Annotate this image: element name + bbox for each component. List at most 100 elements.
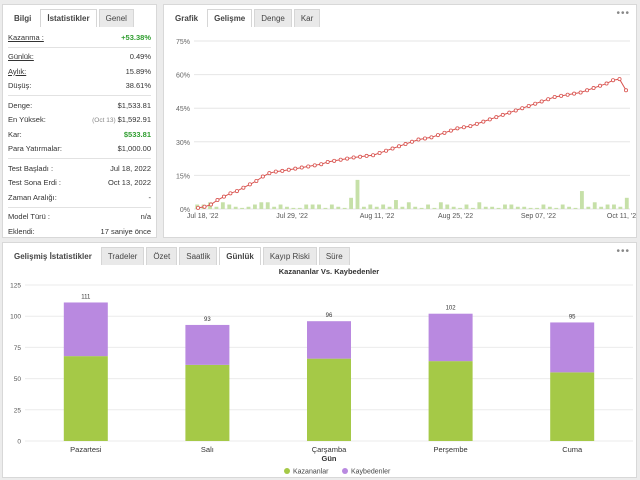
tab-ozet[interactable]: Özet	[146, 247, 178, 265]
growth-point	[572, 91, 577, 96]
y-tick-label: 60%	[176, 73, 190, 80]
tab-gunluk[interactable]: Günlük	[219, 247, 261, 265]
volume-bar	[522, 206, 527, 209]
volume-bar	[400, 206, 405, 209]
volume-bar	[605, 204, 610, 209]
growth-point	[345, 156, 350, 161]
tab-istatistikler[interactable]: İstatistikler	[40, 9, 97, 27]
tab-saatlik[interactable]: Saatlik	[179, 247, 218, 265]
tab-bilgi[interactable]: Bilgi	[7, 9, 39, 27]
volume-bar	[278, 204, 283, 209]
stat-label[interactable]: Günlük:	[8, 52, 34, 62]
growth-point	[448, 128, 453, 133]
volume-bar	[413, 206, 418, 209]
volume-bar	[272, 206, 277, 209]
growth-tabs: Grafik Gelişme Denge Kar	[164, 5, 636, 27]
volume-bar	[285, 206, 289, 209]
volume-bar	[329, 204, 334, 209]
bar-losers	[63, 302, 108, 357]
volume-bar	[252, 204, 257, 209]
growth-point	[533, 101, 538, 106]
growth-point	[332, 158, 337, 163]
chart-title: Kazananlar Vs. Kaybedenler	[279, 267, 380, 276]
growth-point	[196, 205, 201, 210]
divider	[8, 206, 151, 208]
x-tick-label: Sep 07, '22	[521, 213, 556, 220]
stat-value-wrap: $1,000.00	[118, 144, 151, 153]
stat-label: Eklendi:	[8, 226, 35, 236]
volume-bar	[361, 206, 366, 209]
volume-bar	[374, 206, 379, 209]
volume-bar	[477, 202, 482, 209]
growth-point	[481, 119, 486, 124]
volume-bar	[368, 204, 373, 209]
stat-row: Kar: $533.81	[3, 127, 156, 142]
more-options-icon[interactable]: •••	[616, 246, 630, 257]
legend-marker	[284, 468, 290, 474]
growth-point	[604, 81, 609, 86]
bar-winners	[307, 358, 351, 441]
x-tick-label: Çarşamba	[312, 445, 347, 454]
tab-kayip-riski[interactable]: Kayıp Riski	[262, 247, 317, 265]
stat-label: En Yüksek:	[8, 115, 46, 125]
volume-bar	[438, 202, 443, 209]
tab-genel[interactable]: Genel	[98, 9, 134, 27]
volume-bar	[349, 197, 354, 209]
growth-point	[390, 146, 395, 151]
total-label: 96	[326, 313, 333, 319]
stat-label[interactable]: Aylık:	[8, 66, 27, 76]
volume-bar	[297, 207, 302, 209]
volume-bar	[503, 204, 507, 209]
growth-point	[325, 159, 330, 164]
x-tick-label: Perşembe	[434, 445, 468, 454]
divider	[8, 95, 151, 96]
y-tick-label: 30%	[176, 140, 190, 147]
stat-value-wrap: $1,533.81	[118, 101, 151, 110]
volume-bar	[624, 197, 629, 209]
stat-label[interactable]: Kazanma :	[8, 32, 44, 42]
y-tick-label: 100	[10, 314, 21, 321]
stat-value: 15.89%	[125, 66, 151, 76]
volume-bar	[419, 207, 424, 209]
tab-gelisme[interactable]: Gelişme	[207, 9, 253, 27]
volume-bar	[394, 200, 398, 209]
volume-bar	[342, 207, 347, 209]
growth-point	[377, 151, 382, 156]
volume-bar	[612, 204, 616, 209]
volume-bar	[445, 204, 450, 209]
growth-point	[611, 78, 616, 83]
stat-value-wrap: -	[149, 193, 152, 202]
stat-label: Denge:	[8, 100, 33, 110]
growth-point	[260, 174, 265, 179]
stat-value-wrap: Oct 13, 2022	[108, 178, 151, 187]
growth-point	[500, 112, 505, 117]
bar-winners	[550, 372, 595, 441]
tab-gelismis-istatistikler[interactable]: Gelişmiş İstatistikler	[7, 247, 99, 265]
volume-bar	[227, 204, 232, 209]
x-tick-label: Oct 11, '22	[607, 213, 636, 220]
tab-kar[interactable]: Kar	[293, 9, 321, 27]
growth-point	[364, 153, 369, 158]
stat-value: $1,533.81	[117, 100, 151, 110]
stat-value-wrap: n/a	[141, 212, 151, 221]
stat-value-wrap: 0.49%	[130, 52, 151, 61]
tab-sure[interactable]: Süre	[318, 247, 350, 265]
divider	[8, 158, 151, 159]
tab-tradeler[interactable]: Tradeler	[100, 247, 145, 265]
growth-point	[299, 165, 304, 170]
growth-point	[247, 182, 252, 187]
growth-point	[494, 115, 499, 120]
volume-bar	[599, 206, 604, 209]
tab-grafik[interactable]: Grafik	[168, 9, 206, 27]
growth-point	[455, 126, 460, 131]
more-options-icon[interactable]: •••	[616, 8, 630, 19]
stat-row: Eklendi: 17 saniye önce	[3, 224, 156, 239]
growth-point	[215, 198, 220, 203]
stat-row: Günlük: 0.49%	[3, 50, 156, 65]
tab-denge[interactable]: Denge	[254, 9, 292, 27]
growth-point	[306, 164, 311, 169]
stat-row: Kazanma : +53.38%	[3, 30, 156, 45]
stat-label: Zaman Aralığı:	[8, 192, 57, 202]
growth-chart-panel: Grafik Gelişme Denge Kar ••• 0% 15% 30% 45%…	[163, 4, 637, 238]
stat-note: (Oct 13)	[92, 117, 116, 125]
